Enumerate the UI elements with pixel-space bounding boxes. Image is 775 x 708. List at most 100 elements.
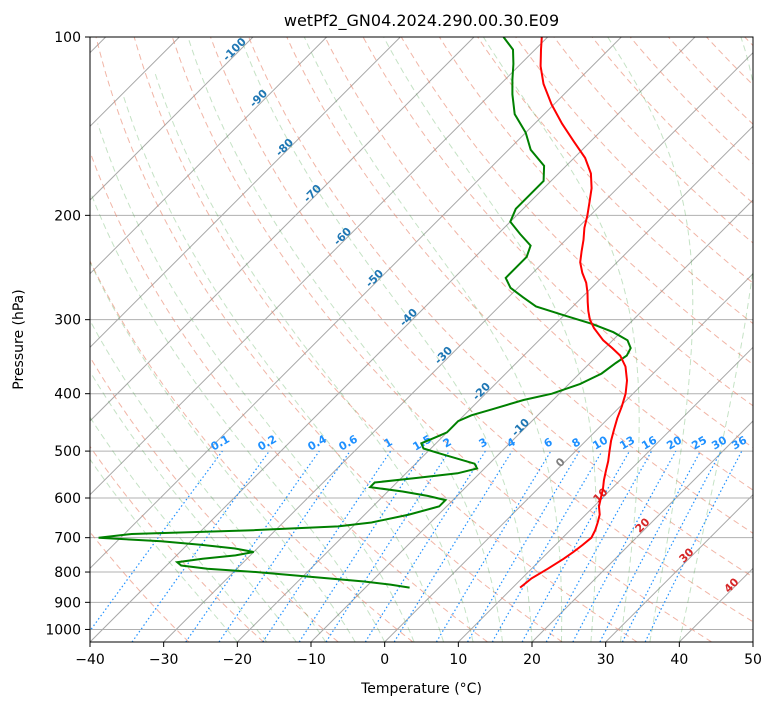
moist-adiabat-36 xyxy=(607,37,694,642)
x-tick-label: −10 xyxy=(296,652,326,668)
moist-adiabat-label: 40 xyxy=(722,575,742,595)
dry-adiabat-label: -40 xyxy=(397,306,420,329)
reference-line-labels: -100-90-80-70-60-50-40-30-20-10010203040… xyxy=(209,35,750,596)
dry-adiabat-180 xyxy=(706,37,753,86)
dry-adiabat-50 xyxy=(210,37,753,623)
isotherm--70 xyxy=(90,37,475,422)
moist-adiabat--12 xyxy=(90,370,297,642)
dry-adiabat-label: -70 xyxy=(301,182,324,205)
y-tick-label: 800 xyxy=(54,565,81,581)
mixing-ratio-label: 2 xyxy=(441,435,454,450)
y-tick-label: 600 xyxy=(54,491,81,507)
temperature-profile-line xyxy=(519,37,629,589)
mixing-ratio-line-3 xyxy=(364,450,486,642)
dry-adiabat-label: -20 xyxy=(470,380,493,403)
dry-adiabat-10 xyxy=(90,150,488,642)
dry-adiabat-30 xyxy=(133,37,638,642)
x-axis-ticks: −40 −30 −20 −10 0 10 20 30 40 50 xyxy=(75,642,762,668)
mixing-ratio-line-13 xyxy=(521,450,631,642)
y-tick-label: 900 xyxy=(54,595,81,611)
isotherm--10 xyxy=(310,199,753,642)
dry-adiabat-20 xyxy=(95,37,563,642)
mixing-ratio-label: 0.1 xyxy=(209,432,232,453)
mixing-ratio-line-0.4 xyxy=(185,450,320,642)
mixing-ratio-lines xyxy=(90,450,743,642)
mixing-ratio-line-36 xyxy=(644,450,743,642)
moist-adiabat-28 xyxy=(383,37,597,642)
mixing-ratio-label: 25 xyxy=(689,434,709,453)
isotherm--20 xyxy=(236,125,753,642)
mixing-ratio-label: 8 xyxy=(570,435,583,450)
mixing-ratio-line-2 xyxy=(325,450,450,642)
isotherm-50 xyxy=(752,641,753,642)
mixing-ratio-label: 16 xyxy=(639,433,659,452)
x-tick-label: −40 xyxy=(75,652,105,668)
dry-adiabat-130 xyxy=(515,37,753,284)
mixing-ratio-line-1 xyxy=(262,450,392,642)
x-tick-label: 20 xyxy=(523,652,541,668)
mixing-ratio-label: 0.6 xyxy=(337,432,361,453)
moist-adiabats xyxy=(90,37,753,642)
y-tick-label: 700 xyxy=(54,531,81,547)
moist-adiabat-4 xyxy=(97,123,415,642)
y-axis-label: Pressure (hPa) xyxy=(11,289,27,389)
plot-area: -100-90-80-70-60-50-40-30-20-10010203040… xyxy=(90,35,753,642)
mixing-ratio-line-16 xyxy=(545,450,653,642)
y-tick-label: 400 xyxy=(54,387,81,403)
isotherm--40 xyxy=(90,37,696,642)
dry-adiabat-140 xyxy=(553,37,753,244)
dry-adiabat-label: -100 xyxy=(220,35,249,64)
mixing-ratio-label: 6 xyxy=(542,435,555,450)
isotherm-40 xyxy=(678,567,753,642)
isotherm--100 xyxy=(90,37,254,201)
moist-adiabat-16 xyxy=(187,37,503,642)
isotherm--90 xyxy=(90,37,328,275)
moist-adiabat--16 xyxy=(90,416,268,642)
x-tick-label: 30 xyxy=(597,652,615,668)
isotherm-10 xyxy=(457,346,753,642)
chart-title: wetPf2_GN04.2024.290.00.30.E09 xyxy=(284,11,559,31)
mixing-ratio-line-8 xyxy=(466,450,580,642)
isotherm--60 xyxy=(90,37,549,496)
isotherm-20 xyxy=(531,420,753,642)
dry-adiabat-label: -90 xyxy=(247,87,270,110)
x-tick-label: −30 xyxy=(149,652,179,668)
isotherm-0 xyxy=(384,272,753,642)
skewed-isotherms xyxy=(90,37,753,642)
isotherm--50 xyxy=(90,37,622,570)
mixing-ratio-line-4 xyxy=(393,450,513,642)
x-tick-label: 10 xyxy=(449,652,467,668)
moist-adiabat-24 xyxy=(303,37,563,642)
mixing-ratio-label: 13 xyxy=(617,434,637,453)
dry-adiabats xyxy=(90,37,753,642)
moist-adiabat-8 xyxy=(122,94,445,642)
isotherm-30 xyxy=(605,493,753,642)
mixing-ratio-line-1.5 xyxy=(298,450,425,642)
x-axis-label: Temperature (°C) xyxy=(360,681,482,697)
mixing-ratio-line-0.1 xyxy=(90,450,223,632)
mixing-ratio-label: 10 xyxy=(590,433,610,452)
moist-adiabat-label: 20 xyxy=(633,515,653,535)
x-tick-label: 0 xyxy=(380,652,389,668)
isotherm--80 xyxy=(90,37,401,349)
dry-adiabat-190 xyxy=(744,37,753,47)
moist-adiabat-12 xyxy=(154,72,474,642)
dewpoint-profile-line xyxy=(98,37,632,589)
moist-adiabat-40 xyxy=(678,37,753,642)
dry-adiabat-label: -80 xyxy=(273,136,296,159)
y-tick-label: 500 xyxy=(54,444,81,460)
mixing-ratio-label: 30 xyxy=(709,433,729,452)
mixing-ratio-label: 0.4 xyxy=(306,432,330,453)
moist-adiabat-0 xyxy=(90,189,386,642)
y-tick-label: 300 xyxy=(54,313,81,329)
dry-adiabat-label: -60 xyxy=(331,225,354,248)
moist-adiabat-32 xyxy=(482,37,640,642)
dry-adiabat-70 xyxy=(286,37,753,534)
y-tick-label: 200 xyxy=(54,208,81,224)
dry-adiabat-label: -10 xyxy=(509,416,532,439)
dry-adiabat-0 xyxy=(90,259,414,642)
dry-adiabat-80 xyxy=(324,37,753,491)
y-tick-label: 100 xyxy=(54,30,81,46)
y-axis-ticks: 100 200 300 400 500 600 700 800 900 1000 xyxy=(45,30,90,638)
